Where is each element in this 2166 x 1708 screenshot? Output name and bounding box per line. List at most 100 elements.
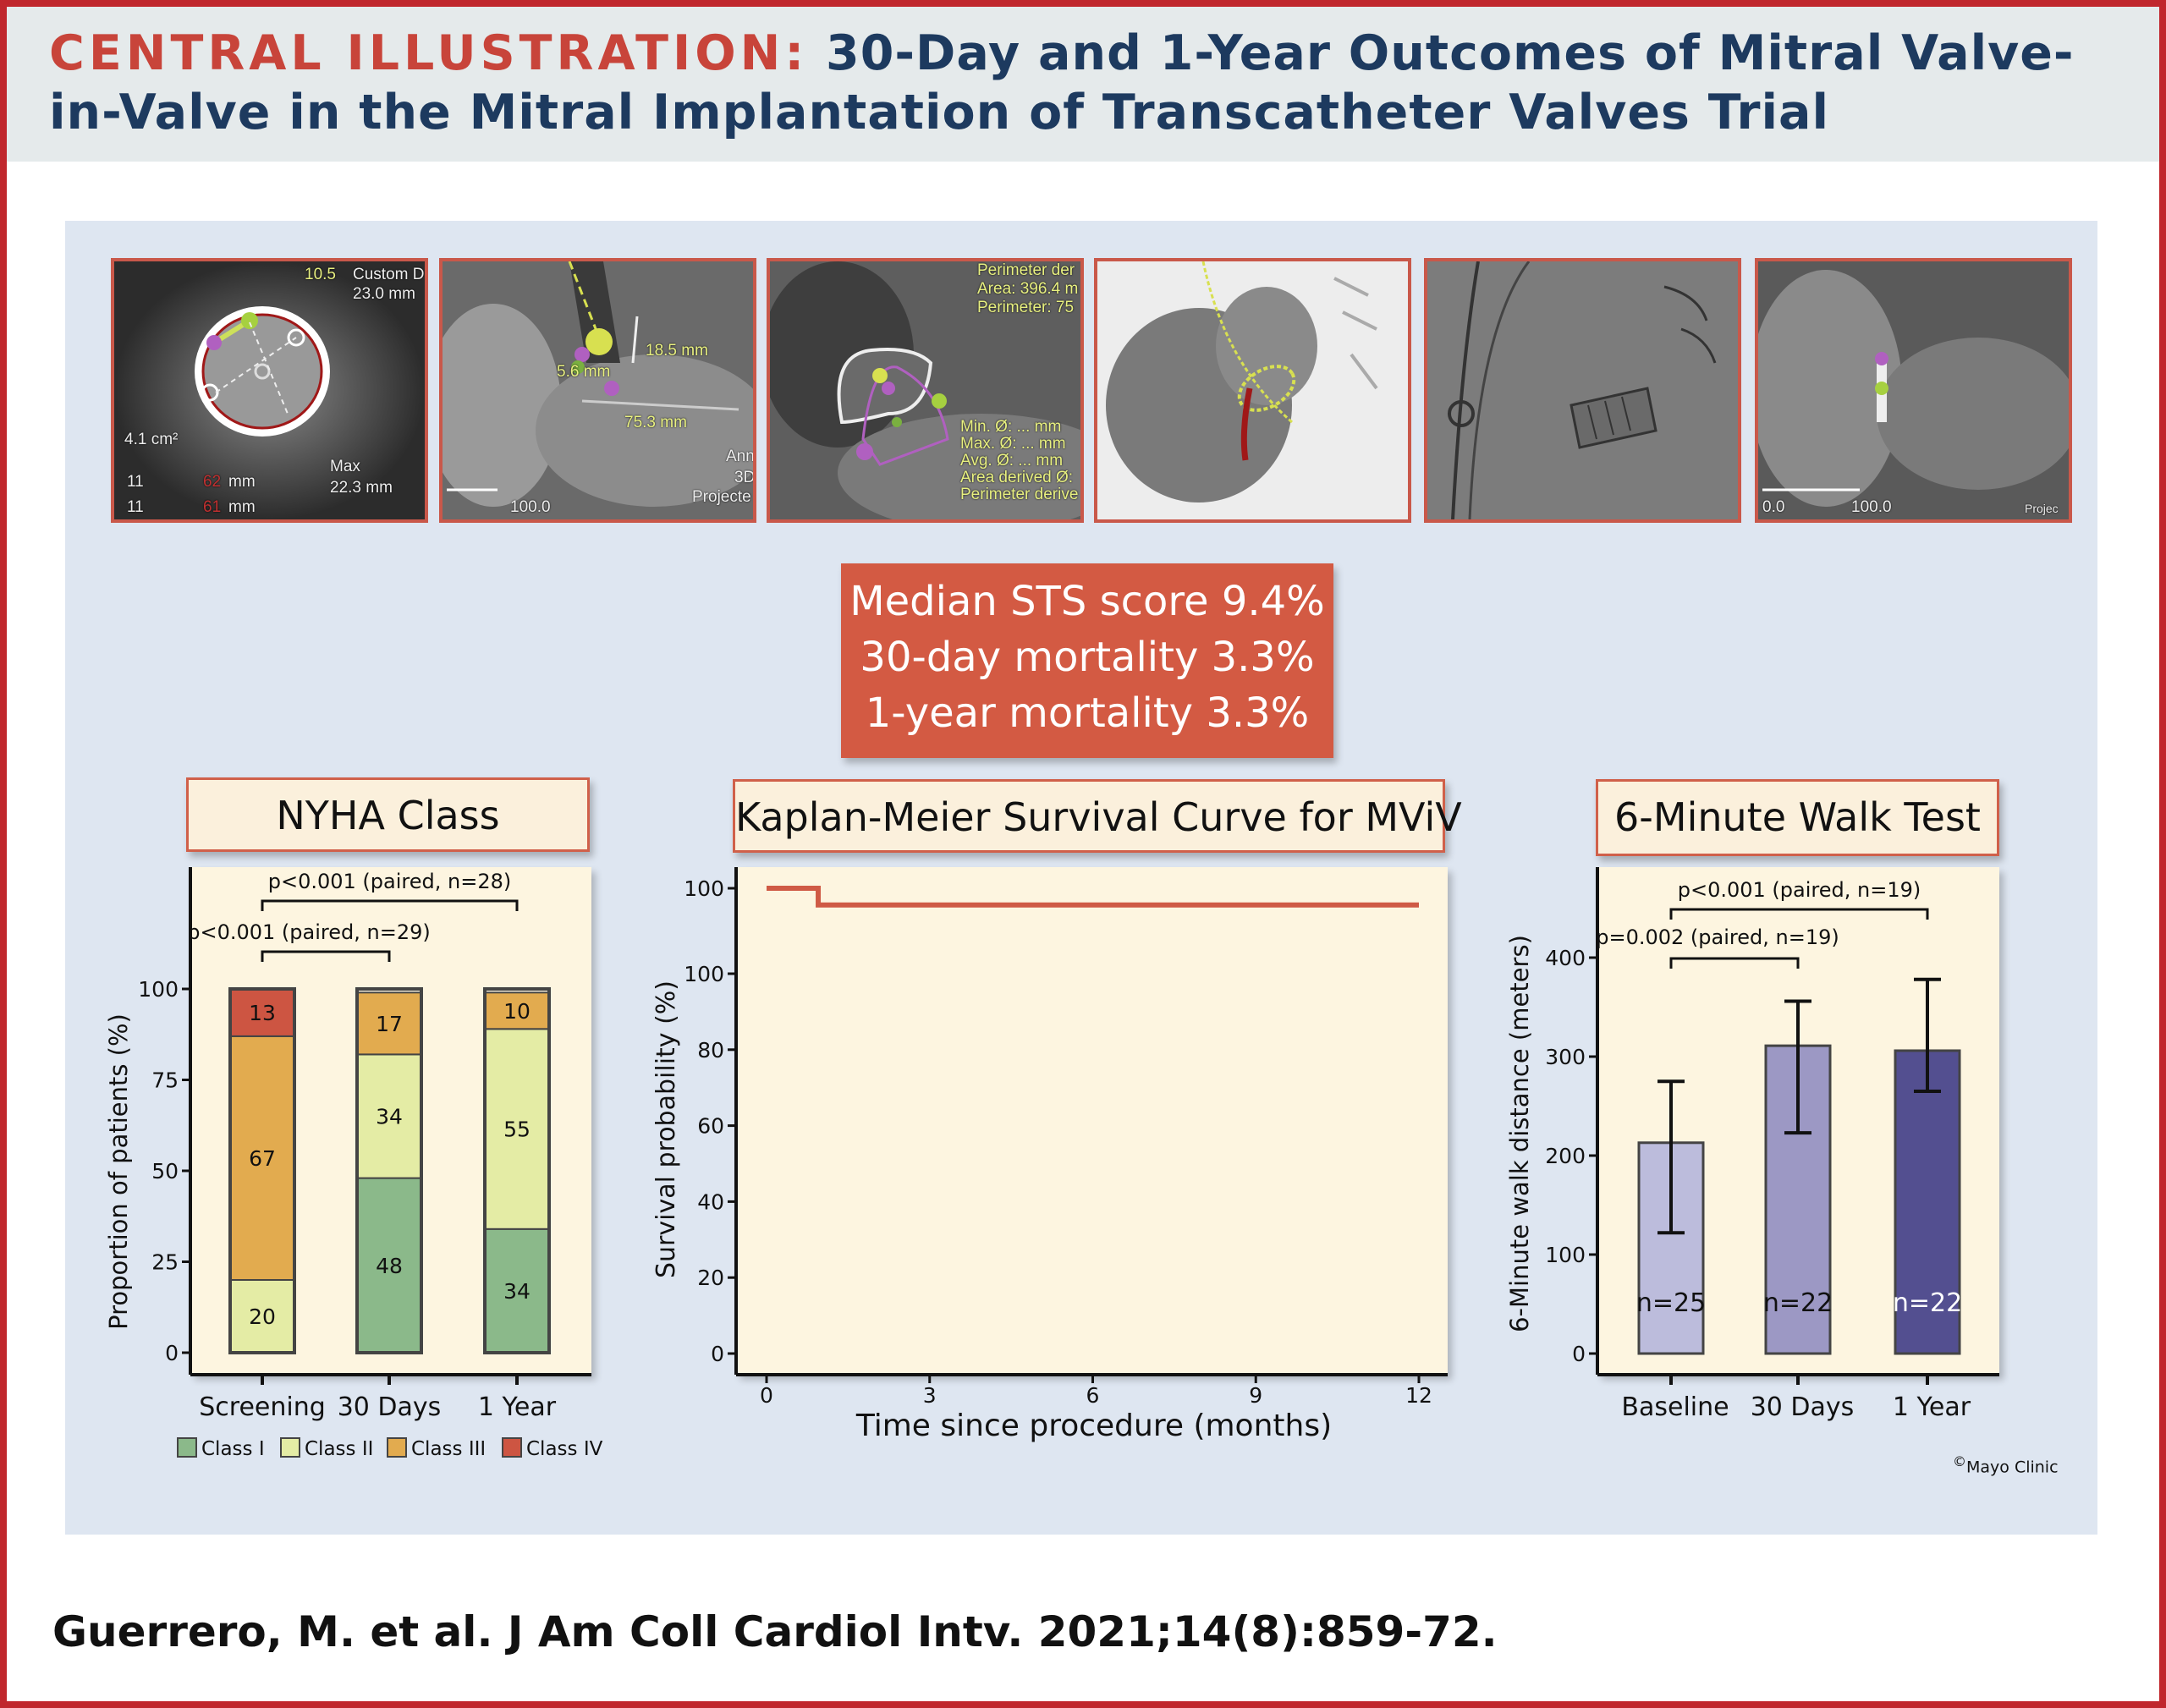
y-tick-label: 0 <box>711 1342 724 1366</box>
y-tick-label: 100 <box>1545 1243 1586 1267</box>
x-axis-title: Time since procedure (months) <box>855 1409 1332 1443</box>
y-axis-title: 6-Minute walk distance (meters) <box>1505 935 1534 1332</box>
ct-long-axis-image: 18.5 mm 5.6 mm 75.3 mm 100.0 Ann 3D Proj… <box>439 258 756 523</box>
y-tick-label: 75 <box>151 1068 179 1093</box>
ct-short-axis-image: 10.5 Custom D 23.0 mm 4.1 cm² 11 62 mm 1… <box>111 258 428 523</box>
mortality-1-year: 1-year mortality 3.3% <box>865 689 1310 737</box>
overlay-label: Max <box>330 458 360 475</box>
y-tick-label: 200 <box>1545 1144 1586 1168</box>
p-value-label: p<0.001 (paired, n=19) <box>1678 878 1921 902</box>
x-tick-label: 3 <box>923 1383 937 1408</box>
error-bar <box>1657 1079 1685 1235</box>
title-lead: CENTRAL ILLUSTRATION: <box>49 25 809 81</box>
bar-outline <box>483 987 551 1354</box>
x-tick-label: 30 Days <box>338 1392 442 1422</box>
y-tick-label: 0 <box>165 1341 179 1365</box>
copyright-symbol: © <box>1953 1453 1966 1469</box>
overlay-label: Perimeter der <box>977 261 1075 279</box>
legend-label: Class IV <box>526 1438 603 1460</box>
citation: Guerrero, M. et al. J Am Coll Cardiol In… <box>52 1607 1498 1656</box>
y-tick-label: 300 <box>1545 1045 1586 1069</box>
y-tick-label: 0 <box>1572 1342 1586 1366</box>
bar-outline <box>355 987 423 1354</box>
bar-value-label: 34 <box>503 1279 531 1304</box>
y-tick-label: 20 <box>697 1266 724 1290</box>
overlay-label: 75.3 mm <box>624 414 687 431</box>
overlay-label: 3D <box>734 469 756 486</box>
bar-segment-class-iii <box>229 1035 295 1282</box>
overlay-label: 61 <box>203 498 222 516</box>
y-tick-label: 100 <box>684 962 724 986</box>
copyright-credit: ©Mayo Clinic <box>1953 1453 2059 1476</box>
n-label: n=22 <box>1763 1288 1833 1318</box>
y-tick-label: 40 <box>697 1189 724 1214</box>
survival-curve <box>767 886 1419 908</box>
bar-value-label: 17 <box>376 1012 403 1036</box>
bar-value-label: 67 <box>249 1146 276 1171</box>
page-title: CENTRAL ILLUSTRATION: 30-Day and 1-Year … <box>49 24 2130 142</box>
overlay-label: 23.0 mm <box>353 285 415 303</box>
bar-value-label: 34 <box>376 1105 403 1129</box>
legend-swatch <box>280 1437 300 1458</box>
bar-value-label: 20 <box>249 1304 276 1329</box>
legend-label: Class I <box>201 1438 265 1460</box>
overlay-label: Projecte <box>692 488 751 506</box>
legend-label: Class III <box>411 1438 486 1460</box>
significance-bracket <box>1669 908 1929 920</box>
ct-post-implant-image: 0.0 100.0 Projec <box>1755 258 2072 523</box>
legend-swatch <box>387 1437 407 1458</box>
x-tick-label: 1 Year <box>478 1392 557 1422</box>
km-chart-title: Kaplan-Meier Survival Curve for MViV <box>733 779 1462 853</box>
nyha-chart-title: NYHA Class <box>186 777 590 852</box>
x-tick-label: 6 <box>1086 1383 1100 1408</box>
y-axis-title: Proportion of patients (%) <box>104 1013 133 1330</box>
overlay-label: Projec <box>2025 502 2059 515</box>
overlay-label: 10.5 <box>305 266 336 283</box>
overlay-label: Perimeter: 75 <box>977 299 1075 316</box>
overlay-label: 11 <box>127 473 144 491</box>
title-text: 30-Day and 1-Year Outcomes of Mitral Val… <box>49 25 2075 140</box>
y-tick-label: 100 <box>138 977 179 1002</box>
y-tick-label: 60 <box>697 1114 724 1139</box>
legend-swatch <box>502 1437 522 1458</box>
overlay-label: mm <box>228 473 256 491</box>
header <box>7 7 2159 162</box>
overlay-label: 100.0 <box>1851 498 1892 516</box>
walk-chart-title: 6-Minute Walk Test <box>1596 779 1999 856</box>
sts-score: Median STS score 9.4% <box>849 578 1325 625</box>
credit-text: Mayo Clinic <box>1966 1458 2059 1477</box>
overlay-label: 5.6 mm <box>557 363 611 381</box>
ct-neo-lvot-image: Perimeter der Area: 396.4 m Perimeter: 7… <box>767 258 1084 523</box>
summary-stats-box: Median STS score 9.4% 30-day mortality 3… <box>841 563 1333 758</box>
overlay-label: Perimeter derive <box>960 486 1079 503</box>
overlay-label: 0.0 <box>1762 498 1785 516</box>
bar-outline <box>228 987 296 1354</box>
overlay-label: 4.1 cm² <box>124 431 179 448</box>
fluoroscopy-overlay-image <box>1094 258 1411 523</box>
legend-label: Class II <box>305 1438 373 1460</box>
overlay-label: Max. Ø: ... mm <box>960 435 1066 453</box>
significance-bracket <box>1669 957 1800 969</box>
bar-value-label: 48 <box>376 1254 403 1278</box>
overlay-label: Ann <box>726 448 755 465</box>
overlay-label: Area: 396.4 m <box>977 280 1079 298</box>
x-tick-label: 12 <box>1405 1383 1432 1408</box>
legend-swatch <box>177 1437 197 1458</box>
overlay-label: Avg. Ø: ... mm <box>960 452 1064 470</box>
x-tick-label: 30 Days <box>1751 1392 1855 1422</box>
significance-bracket <box>261 950 391 962</box>
bar-value-label: 10 <box>503 999 531 1024</box>
y-tick-label: 400 <box>1545 946 1586 970</box>
overlay-label: mm <box>228 498 256 516</box>
x-tick-label: 9 <box>1249 1383 1262 1408</box>
overlay-label: 62 <box>203 473 222 491</box>
x-tick-label: Baseline <box>1621 1392 1729 1422</box>
p-value-label: p=0.002 (paired, n=19) <box>1596 925 1839 949</box>
error-bar <box>1914 977 1941 1093</box>
overlay-label: 18.5 mm <box>646 342 708 360</box>
walk-bar <box>1894 1049 1961 1355</box>
y-axis-title: Survival probability (%) <box>651 980 681 1278</box>
y-tick-label: 100 <box>684 876 724 901</box>
